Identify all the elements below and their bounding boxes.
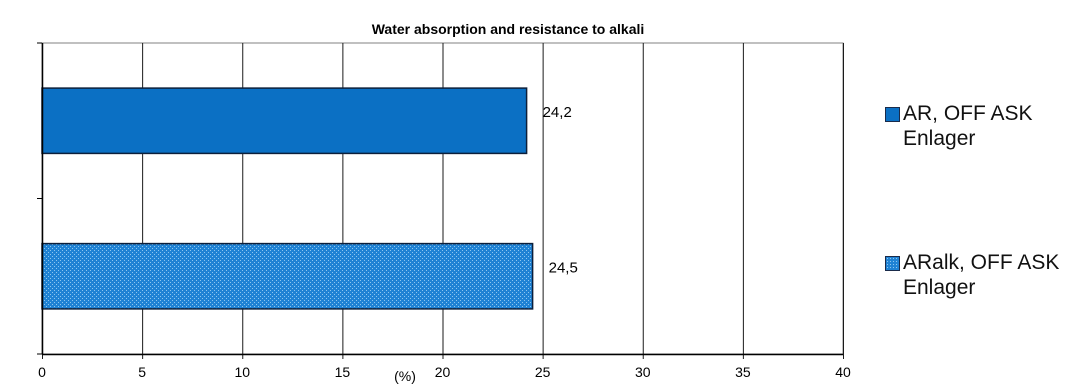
bars: 24,2 24,5	[41, 87, 578, 310]
data-label: 24,5	[549, 259, 578, 276]
legend-swatch-aralk	[885, 256, 900, 271]
legend-swatch-ar	[885, 107, 900, 122]
x-tick-label: 5	[138, 364, 146, 380]
legend-item-aralk: ARalk, OFF ASK Enlager	[885, 250, 1085, 300]
legend-2: ARalk, OFF ASK Enlager	[885, 250, 1085, 300]
x-tick-label: 30	[635, 364, 651, 380]
chart-title: Water absorption and resistance to alkal…	[372, 21, 645, 37]
legend-item-ar: AR, OFF ASK Enlager	[885, 101, 1085, 151]
x-tick-label: 40	[835, 364, 851, 380]
x-tick-label: 15	[335, 364, 351, 380]
bar	[41, 242, 534, 310]
x-tick-label: 20	[435, 364, 451, 380]
x-tick-label: 0	[38, 364, 46, 380]
data-label: 24,2	[543, 104, 572, 121]
legend-label-ar: AR, OFF ASK Enlager	[903, 102, 1033, 150]
bar	[41, 87, 528, 155]
x-tick-labels: 0 5 10 15 20 25 30 35 40	[38, 364, 851, 380]
x-tick-label: 25	[535, 364, 551, 380]
legend-label-aralk: ARalk, OFF ASK Enlager	[903, 251, 1060, 299]
x-tick-label: 35	[735, 364, 751, 380]
axes	[37, 42, 844, 359]
x-axis-label: (%)	[394, 368, 416, 384]
x-tick-label: 10	[234, 364, 250, 380]
legend: AR, OFF ASK Enlager	[885, 101, 1085, 151]
